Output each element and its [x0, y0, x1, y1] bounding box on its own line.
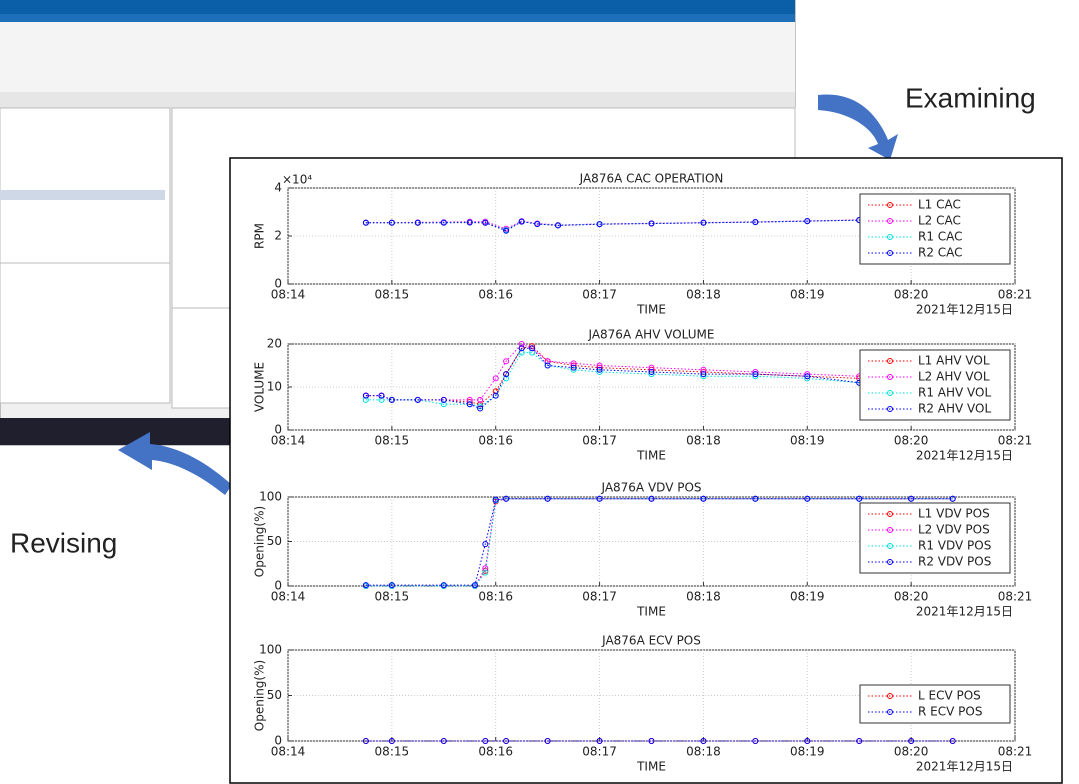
x-tick-label: 08:20 — [894, 288, 929, 302]
x-tick-label: 08:18 — [686, 288, 721, 302]
chart-title: JA876A VDV POS — [600, 481, 701, 495]
legend-label: L2 CAC — [918, 214, 961, 228]
x-date-label: 2021年12月15日 — [916, 605, 1013, 619]
tab-bar — [0, 14, 795, 22]
x-tick-label: 08:18 — [686, 590, 721, 604]
y-axis-label: Opening(%) — [253, 506, 267, 577]
x-date-label: 2021年12月15日 — [916, 303, 1013, 317]
y-tick-label: 100 — [259, 490, 282, 504]
legend-label: L2 VDV POS — [918, 523, 990, 537]
x-tick-label: 08:16 — [478, 745, 513, 759]
command-window — [172, 308, 232, 408]
legend-label: L ECV POS — [918, 689, 981, 703]
legend-label: R1 CAC — [918, 230, 963, 244]
x-tick-label: 08:16 — [478, 590, 513, 604]
file-browser — [0, 108, 170, 263]
chart-title: JA876A CAC OPERATION — [579, 172, 724, 186]
examining-label: Examining — [905, 82, 1036, 113]
legend-label: L1 CAC — [918, 198, 961, 212]
x-tick-label: 08:18 — [686, 745, 721, 759]
legend-label: R2 AHV VOL — [918, 402, 991, 416]
x-tick-label: 08:19 — [790, 288, 825, 302]
x-tick-label: 08:19 — [790, 434, 825, 448]
x-tick-label: 08:15 — [375, 434, 410, 448]
y-tick-label: 10 — [267, 380, 282, 394]
y-tick-label: 0 — [274, 423, 282, 437]
title-bar — [0, 0, 795, 14]
x-tick-label: 08:20 — [894, 590, 929, 604]
address-bar — [0, 92, 795, 108]
legend-label: R2 CAC — [918, 246, 963, 260]
x-tick-label: 08:17 — [582, 288, 617, 302]
x-date-label: 2021年12月15日 — [916, 760, 1013, 774]
x-tick-label: 08:15 — [375, 288, 410, 302]
y-tick-label: 4 — [274, 181, 282, 195]
x-tick-label: 08:21 — [998, 288, 1033, 302]
x-tick-label: 08:16 — [478, 288, 513, 302]
arrow-examining — [818, 94, 898, 160]
x-tick-label: 08:18 — [686, 434, 721, 448]
x-tick-label: 08:20 — [894, 745, 929, 759]
x-axis-label: TIME — [636, 303, 666, 317]
y-axis-label: RPM — [253, 223, 267, 249]
page: Examining Revising 08:1408:1508:1608:170… — [0, 0, 1079, 784]
legend-label: L1 AHV VOL — [918, 354, 990, 368]
x-tick-label: 08:20 — [894, 434, 929, 448]
selected-row — [0, 190, 165, 200]
x-tick-label: 08:16 — [478, 434, 513, 448]
y-tick-label: 100 — [259, 643, 282, 657]
taskbar — [0, 418, 232, 445]
y-tick-label: 50 — [267, 534, 282, 548]
legend-label: L2 AHV VOL — [918, 370, 990, 384]
y-axis-label: VOLUME — [253, 362, 267, 412]
x-tick-label: 08:19 — [790, 745, 825, 759]
x-tick-label: 08:17 — [582, 745, 617, 759]
x-date-label: 2021年12月15日 — [916, 449, 1013, 463]
legend-label: R1 AHV VOL — [918, 386, 991, 400]
y-tick-label: 2 — [274, 229, 282, 243]
y-axis-label: Opening(%) — [253, 660, 267, 731]
legend-label: R2 VDV POS — [918, 555, 991, 569]
y-tick-label: 50 — [267, 688, 282, 702]
y-tick-label: 0 — [274, 734, 282, 748]
x-tick-label: 08:17 — [582, 590, 617, 604]
scene: Examining Revising 08:1408:1508:1608:170… — [0, 0, 1079, 784]
y-tick-label: 20 — [267, 337, 282, 351]
x-axis-label: TIME — [636, 449, 666, 463]
y-tick-label: 0 — [274, 579, 282, 593]
x-tick-label: 08:15 — [375, 745, 410, 759]
workspace — [0, 263, 170, 403]
chart-title: JA876A AHV VOLUME — [588, 328, 715, 342]
revising-label: Revising — [10, 527, 117, 558]
x-tick-label: 08:21 — [998, 590, 1033, 604]
y-exponent: ×10⁴ — [282, 173, 312, 187]
legend-label: R ECV POS — [918, 705, 982, 719]
x-tick-label: 08:17 — [582, 434, 617, 448]
toolstrip — [0, 22, 795, 92]
legend-label: L1 VDV POS — [918, 507, 990, 521]
legend-label: R1 VDV POS — [918, 539, 991, 553]
x-tick-label: 08:21 — [998, 434, 1033, 448]
y-tick-label: 0 — [274, 277, 282, 291]
x-axis-label: TIME — [636, 760, 666, 774]
x-tick-label: 08:15 — [375, 590, 410, 604]
x-tick-label: 08:21 — [998, 745, 1033, 759]
x-axis-label: TIME — [636, 605, 666, 619]
x-tick-label: 08:19 — [790, 590, 825, 604]
chart-title: JA876A ECV POS — [601, 634, 701, 648]
